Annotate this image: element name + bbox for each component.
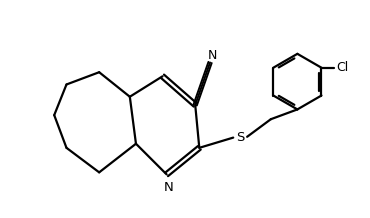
Text: N: N xyxy=(164,181,174,194)
Text: N: N xyxy=(208,49,217,62)
Text: S: S xyxy=(236,131,244,144)
Text: Cl: Cl xyxy=(337,61,349,74)
